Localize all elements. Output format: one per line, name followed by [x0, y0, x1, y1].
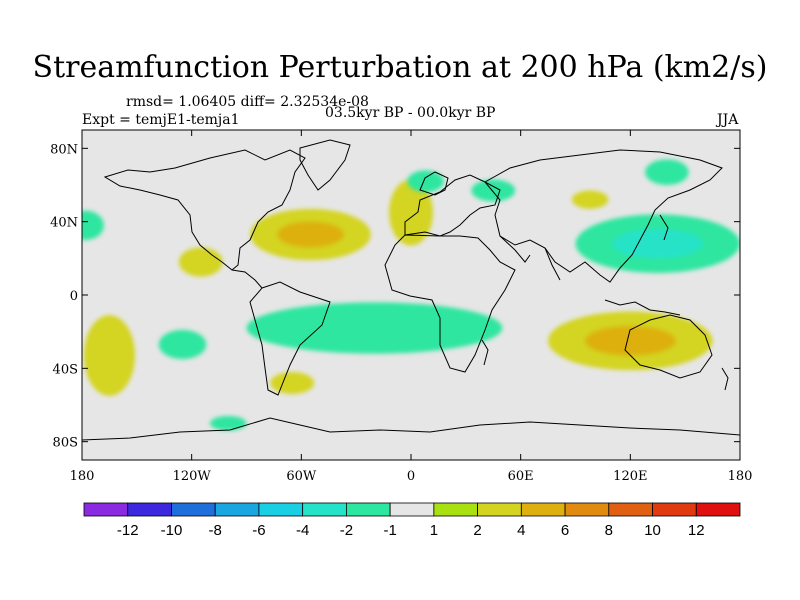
- x-tick-label: 180: [728, 469, 753, 484]
- y-tick-label: 0: [70, 289, 78, 304]
- contour-region-1: [389, 179, 433, 246]
- colorbar: -12 -10 -8 -6 -4 -2 -1 1 2 4 6 8 10 12: [83, 502, 741, 539]
- colorbar-swatch: [258, 502, 304, 517]
- colorbar-label: 10: [644, 522, 661, 539]
- colorbar-label: 4: [517, 522, 525, 539]
- colorbar-label: 1: [430, 522, 438, 539]
- y-tick-label: 40S: [53, 362, 78, 377]
- contour-core-10: [585, 326, 676, 356]
- colorbar-swatch: [83, 502, 129, 517]
- contour-region-12: [158, 329, 207, 360]
- season-label: JJA: [717, 112, 739, 128]
- contour-region-4: [471, 179, 516, 202]
- x-tick-label: 180: [70, 469, 95, 484]
- y-tick-label: 40N: [50, 216, 78, 231]
- colorbar-label: 12: [688, 522, 705, 539]
- colorbar-label: -4: [296, 522, 309, 539]
- x-tick-label: 60E: [508, 469, 534, 484]
- contour-region-5: [571, 190, 609, 209]
- colorbar-swatch: [695, 502, 741, 517]
- y-axis: 80N 40N 0 40S 80S: [50, 142, 740, 451]
- contour-region-11: [83, 315, 136, 396]
- contour-region-9: [246, 302, 503, 354]
- colorbar-label: -2: [340, 522, 353, 539]
- colorbar-swatch: [608, 502, 653, 517]
- chart-title: Streamfunction Perturbation at 200 hPa (…: [32, 50, 768, 85]
- x-axis: 180 120W 60W 0 60E 120E 180: [70, 130, 753, 484]
- x-tick-label: 0: [407, 469, 415, 484]
- period-label: 03.5kyr BP - 00.0kyr BP: [325, 105, 496, 121]
- contour-regions: [82, 159, 740, 431]
- colorbar-label: -8: [209, 522, 222, 539]
- colorbar-label: -10: [161, 522, 183, 539]
- contour-region-13: [270, 372, 315, 394]
- colorbar-swatch: [520, 502, 566, 517]
- x-tick-label: 120E: [613, 469, 647, 484]
- experiment-label: Expt = temjE1-temja1: [82, 112, 240, 128]
- contour-region-2: [178, 247, 223, 277]
- colorbar-swatch: [345, 502, 391, 517]
- colorbar-label: 6: [561, 522, 569, 539]
- contour-core-7: [612, 229, 703, 259]
- colorbar-swatch: [389, 502, 435, 517]
- coastlines: [82, 139, 740, 441]
- x-tick-label: 120W: [173, 469, 212, 484]
- colorbar-swatch: [477, 502, 522, 517]
- colorbar-swatch: [214, 502, 260, 517]
- colorbar-swatch: [302, 502, 347, 517]
- colorbar-swatch: [127, 502, 172, 517]
- contour-region-8: [82, 210, 104, 240]
- colorbar-swatch: [433, 502, 479, 517]
- colorbar-label: -12: [117, 522, 139, 539]
- colorbar-swatch: [652, 502, 697, 517]
- y-tick-label: 80S: [53, 436, 78, 451]
- colorbar-label: 8: [605, 522, 613, 539]
- colorbar-label: 2: [473, 522, 481, 539]
- colorbar-label: -1: [383, 522, 396, 539]
- colorbar-label: -6: [252, 522, 265, 539]
- colorbar-swatch: [564, 502, 610, 517]
- x-tick-label: 60W: [286, 469, 317, 484]
- y-tick-label: 80N: [50, 142, 78, 157]
- contour-core-0: [277, 221, 344, 248]
- contour-region-3: [407, 170, 444, 193]
- stats-line: rmsd= 1.06405 diff= 2.32534e-08: [126, 94, 369, 110]
- colorbar-swatch: [171, 502, 216, 517]
- contour-region-6: [644, 159, 689, 186]
- contour-region-14: [209, 416, 247, 431]
